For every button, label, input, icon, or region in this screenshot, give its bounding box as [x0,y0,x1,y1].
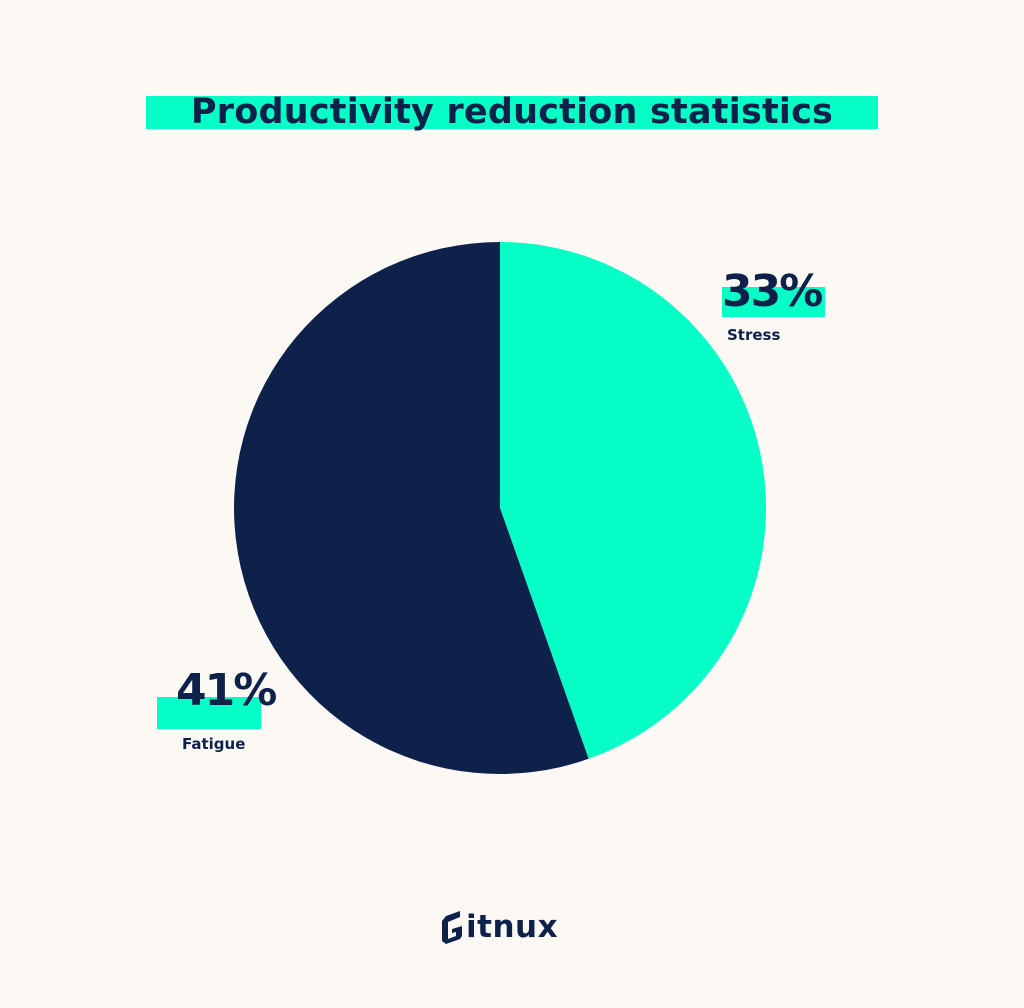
fatigue-value-highlight [157,697,261,729]
stress-value-label: 33% [722,266,823,317]
fatigue-category-label: Fatigue [182,735,246,753]
chart-title: Productivity reduction statistics [190,92,834,132]
stress-value-highlight [722,287,825,317]
logo-text: itnux [466,909,559,945]
gitnux-logo: itnux [440,904,558,950]
pie-slice-stress [500,242,767,759]
chart-title-block: Productivity reduction statistics [146,88,878,136]
title-highlight [146,96,878,129]
fatigue-value-label: 41% [176,665,277,716]
pie-slice-fatigue [234,242,589,775]
stress-category-label: Stress [727,326,781,344]
gitnux-g-logo-icon [442,911,462,944]
